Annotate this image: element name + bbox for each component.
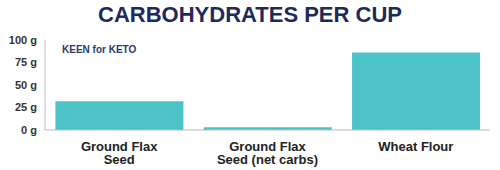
html-text:KEEN for KETO: KEEN for KETO (62, 44, 137, 55)
svg-text:50 g: 50 g (15, 79, 37, 91)
svg-text:75 g: 75 g (15, 56, 37, 68)
svg-text:Ground FlaxSeed (net carbs): Ground FlaxSeed (net carbs) (217, 139, 318, 167)
svg-text:Wheat Flour: Wheat Flour (378, 139, 453, 154)
svg-text:0 g: 0 g (21, 124, 37, 136)
svg-text:25 g: 25 g (15, 101, 37, 113)
html-text:CARBOHYDRATES PER CUP: CARBOHYDRATES PER CUP (98, 2, 402, 27)
svg-text:Ground FlaxSeed: Ground FlaxSeed (81, 139, 158, 167)
svg-text:100 g: 100 g (9, 34, 37, 46)
